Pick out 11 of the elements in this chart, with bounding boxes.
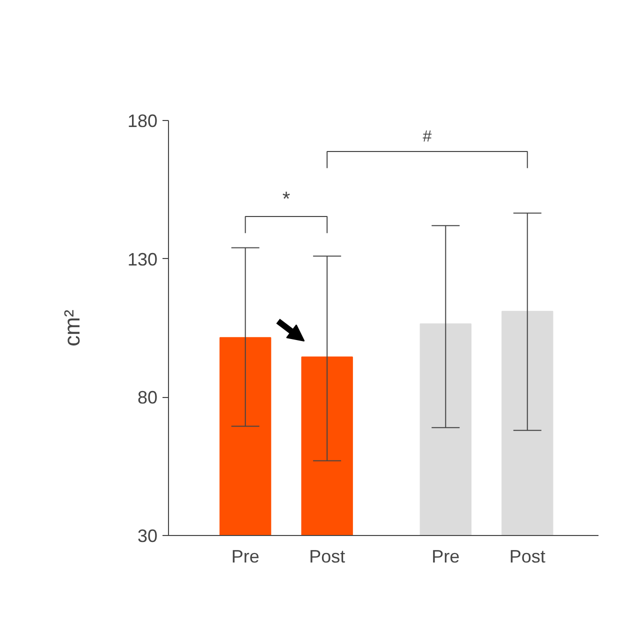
y-tick-label: 30 <box>137 526 158 546</box>
x-tick-label: Pre <box>432 546 460 566</box>
x-tick-label: Post <box>309 546 346 566</box>
x-tick-label: Pre <box>231 546 260 566</box>
y-tick-label: 130 <box>127 249 158 270</box>
y-tick-label: 80 <box>137 388 158 408</box>
y-axis-title: cm² <box>59 310 84 346</box>
annotation: # <box>422 128 432 146</box>
y-tick-label: 180 <box>127 111 158 131</box>
x-tick-label: Post <box>509 546 546 566</box>
annotation: * <box>282 188 290 210</box>
